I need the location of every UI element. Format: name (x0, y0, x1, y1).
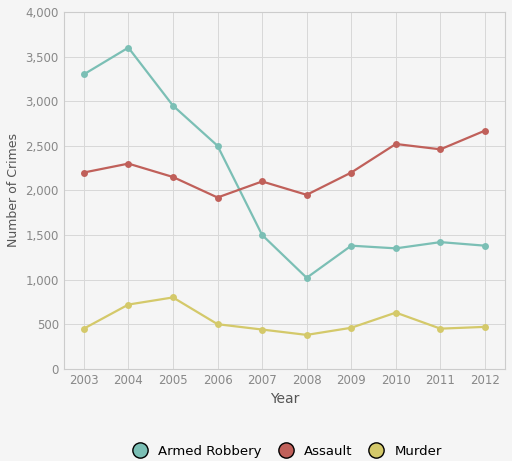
Armed Robbery (215, 143, 221, 148)
Assault (81, 170, 87, 175)
Assault (393, 141, 399, 147)
Armed Robbery (482, 243, 488, 248)
Murder (437, 326, 443, 331)
Armed Robbery (348, 243, 354, 248)
Armed Robbery (259, 232, 265, 238)
Assault (259, 179, 265, 184)
Armed Robbery (437, 239, 443, 245)
Armed Robbery (393, 246, 399, 251)
Assault (437, 147, 443, 152)
Line: Armed Robbery: Armed Robbery (80, 44, 488, 281)
Armed Robbery (125, 45, 132, 50)
Legend: Armed Robbery, Assault, Murder: Armed Robbery, Assault, Murder (121, 440, 447, 461)
Murder (215, 321, 221, 327)
Line: Murder: Murder (80, 294, 488, 338)
Murder (125, 302, 132, 307)
Murder (304, 332, 310, 337)
Murder (81, 326, 87, 331)
Assault (304, 192, 310, 198)
Y-axis label: Number of Crimes: Number of Crimes (7, 133, 20, 248)
Assault (482, 128, 488, 133)
Murder (348, 325, 354, 331)
X-axis label: Year: Year (270, 392, 299, 406)
Murder (170, 295, 176, 300)
Line: Assault: Assault (80, 127, 488, 201)
Assault (170, 174, 176, 180)
Armed Robbery (304, 275, 310, 281)
Assault (125, 161, 132, 166)
Murder (259, 327, 265, 332)
Assault (215, 195, 221, 200)
Assault (348, 170, 354, 175)
Murder (482, 324, 488, 330)
Murder (393, 310, 399, 315)
Armed Robbery (170, 103, 176, 108)
Armed Robbery (81, 71, 87, 77)
